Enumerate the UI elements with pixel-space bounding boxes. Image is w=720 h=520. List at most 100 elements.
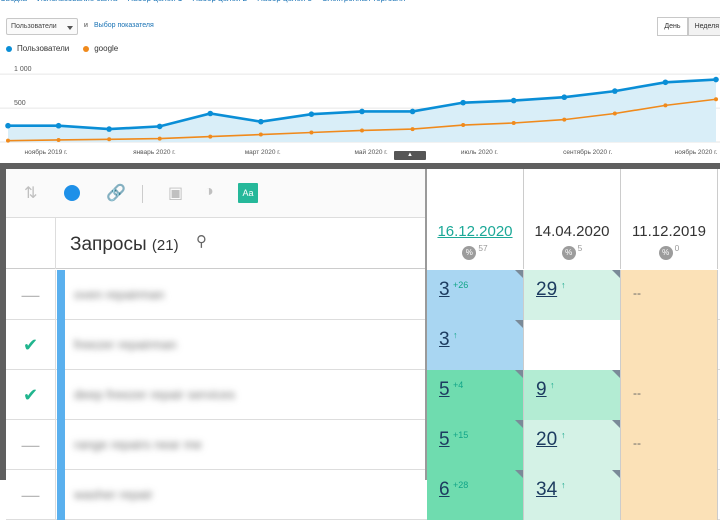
period-week-button[interactable]: Неделя xyxy=(687,17,720,36)
date-visibility: % 0 xyxy=(621,243,717,260)
report-tab-1[interactable]: Использование сайта xyxy=(37,0,117,3)
report-tab-5[interactable]: Электронная торговля xyxy=(322,0,405,3)
users-data-point xyxy=(156,123,163,130)
collapse-chart-button[interactable]: ▲ xyxy=(394,151,426,160)
google-data-point xyxy=(562,117,567,122)
position-cell[interactable]: 20 ↑ xyxy=(524,420,621,470)
position-value[interactable]: 34 xyxy=(536,479,558,500)
google-data-point xyxy=(714,97,718,102)
position-cell[interactable]: -- xyxy=(621,270,718,320)
google-data-point xyxy=(258,132,263,137)
position-change: +4 xyxy=(453,380,464,390)
search-icon[interactable]: ⚲ xyxy=(196,233,207,250)
corner-flag-icon xyxy=(612,470,620,478)
position-value[interactable]: 3 xyxy=(439,279,450,300)
keyword-text[interactable]: washer repair xyxy=(74,487,153,502)
position-value[interactable]: 6 xyxy=(439,479,450,500)
position-cell[interactable]: 3 +26 xyxy=(427,270,524,320)
position-cell[interactable]: -- xyxy=(621,420,718,470)
position-value[interactable]: 5 xyxy=(439,429,450,450)
date-column-header[interactable]: 11.12.2019 % 0 xyxy=(621,169,718,269)
date-count: 5 xyxy=(577,243,583,253)
check-date[interactable]: 14.04.2020 xyxy=(534,223,610,240)
dash-icon[interactable]: — xyxy=(6,420,56,470)
corner-flag-icon xyxy=(612,420,620,428)
queries-count: (21) xyxy=(151,237,179,254)
x-tick-label: ноябрь 2019 г. xyxy=(25,148,68,156)
checkmark-icon[interactable]: ✔ xyxy=(6,370,56,420)
google-data-point xyxy=(461,123,466,128)
users-data-point xyxy=(5,122,11,129)
column-divider xyxy=(425,169,427,480)
rankings-grid: ⇅ 🔗 ▣ ◑ Aa Запросы (21) ⚲ 16.12.2020% 57 1… xyxy=(0,163,720,520)
keyword-row: — range repairs near me 5 +15 20 ↑ -- xyxy=(6,420,720,470)
chart-legend: Пользователи google xyxy=(6,44,118,53)
keyword-color-bar xyxy=(57,470,65,520)
position-cell[interactable]: 34 ↑ xyxy=(524,470,621,520)
position-value[interactable]: 3 xyxy=(439,329,450,350)
corner-flag-icon xyxy=(515,270,523,278)
keyword-text[interactable]: deep freezer repair services xyxy=(74,387,236,402)
grid-toolbar: ⇅ 🔗 ▣ ◑ Aa xyxy=(6,169,426,218)
position-change: +15 xyxy=(453,430,469,440)
position-cell[interactable] xyxy=(621,320,718,370)
position-cell[interactable]: 5 +15 xyxy=(427,420,524,470)
google-data-point xyxy=(309,130,314,135)
period-day-button[interactable]: День xyxy=(657,17,688,36)
position-cell[interactable]: 5 +4 xyxy=(427,370,524,420)
report-tab-2[interactable]: Набор целей 1 xyxy=(127,0,182,3)
report-tab-3[interactable]: Набор целей 2 xyxy=(192,0,247,3)
keyword-row: ✔ deep freezer repair services 5 +4 9 ↑ -- xyxy=(6,370,720,420)
checkmark-icon[interactable]: ✔ xyxy=(6,320,56,370)
metric-select[interactable]: Пользователи xyxy=(6,18,78,35)
date-column-header[interactable]: 16.12.2020% 57 xyxy=(427,169,524,269)
google-data-point xyxy=(612,111,617,116)
position-value[interactable]: 20 xyxy=(536,429,558,450)
keyword-text[interactable]: oven repairman xyxy=(74,287,165,302)
x-tick-label: май 2020 г. xyxy=(354,148,387,156)
legend-item-google: google xyxy=(83,44,118,53)
google-data-point xyxy=(410,127,415,132)
report-tab-0[interactable]: Сводка xyxy=(0,0,27,3)
toolbar-divider xyxy=(142,185,143,203)
save-icon[interactable]: ▣ xyxy=(168,185,184,202)
check-date[interactable]: 16.12.2020 xyxy=(437,223,513,240)
position-value[interactable]: 9 xyxy=(536,379,547,400)
keyword-text[interactable]: range repairs near me xyxy=(74,437,202,452)
report-tab-4[interactable]: Набор целей 3 xyxy=(257,0,312,3)
users-data-point xyxy=(561,94,568,101)
users-line-chart: 1 000 500 ноябрь 2019 г. январь 2020 г. март… xyxy=(0,66,720,156)
no-position: -- xyxy=(633,386,641,400)
google-data-point xyxy=(663,103,668,108)
position-cell[interactable]: 9 ↑ xyxy=(524,370,621,420)
keyword-color-bar xyxy=(57,270,65,320)
date-count: 57 xyxy=(478,243,488,253)
status-dot-icon[interactable] xyxy=(64,185,80,201)
users-area xyxy=(8,79,716,142)
choose-metric-link[interactable]: Выбор показателя xyxy=(94,22,154,29)
keyword-text[interactable]: freezer repairman xyxy=(74,337,177,352)
keyword-color-bar xyxy=(57,370,65,420)
position-cell[interactable]: 29 ↑ xyxy=(524,270,621,320)
google-data-point xyxy=(107,137,112,142)
text-size-icon[interactable]: Aa xyxy=(238,183,258,203)
x-tick-label: январь 2020 г. xyxy=(133,149,176,156)
date-column-header[interactable]: 14.04.2020% 5 xyxy=(524,169,621,269)
position-cell[interactable]: 6 +28 xyxy=(427,470,524,520)
dash-icon[interactable]: — xyxy=(6,270,56,320)
keyword-row: — oven repairman 3 +26 29 ↑ -- xyxy=(6,270,720,320)
position-value[interactable]: 29 xyxy=(536,279,558,300)
sort-icon[interactable]: ⇅ xyxy=(24,185,38,202)
position-value[interactable]: 5 xyxy=(439,379,450,400)
check-date[interactable]: 11.12.2019 xyxy=(632,223,706,240)
percent-icon: % xyxy=(561,245,576,260)
position-cell[interactable]: -- xyxy=(621,370,718,420)
position-cell[interactable] xyxy=(621,470,718,520)
period-switcher: День Неделя xyxy=(657,17,720,36)
position-cell[interactable]: 3 ↑ xyxy=(427,320,524,370)
position-cell[interactable] xyxy=(524,320,621,370)
dash-icon[interactable]: — xyxy=(6,470,56,520)
and-label: и xyxy=(84,22,88,29)
link-icon[interactable]: 🔗 xyxy=(106,185,126,202)
contrast-icon[interactable]: ◑ xyxy=(204,183,214,200)
